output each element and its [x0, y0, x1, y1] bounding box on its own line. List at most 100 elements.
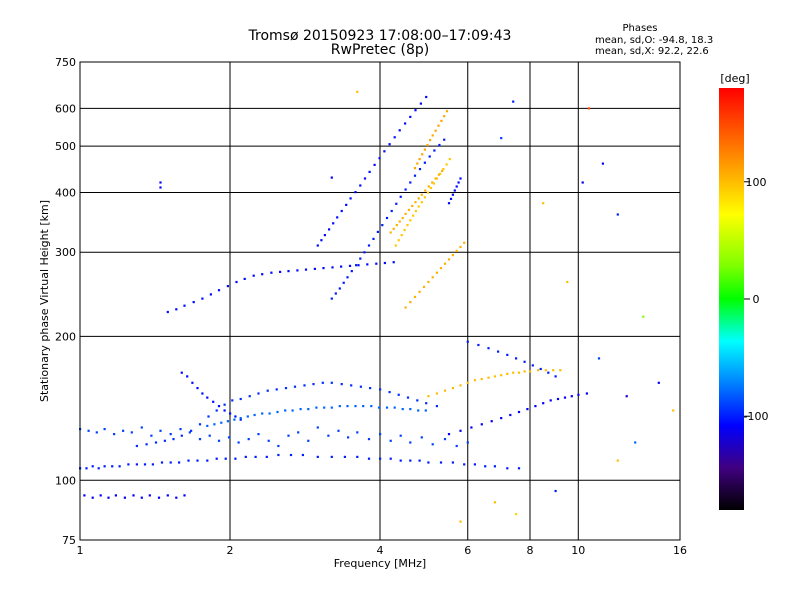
data-point: [531, 364, 534, 367]
data-point: [587, 107, 590, 110]
data-point: [367, 438, 371, 441]
data-point: [397, 393, 400, 396]
data-point: [223, 409, 226, 412]
data-point: [132, 494, 135, 497]
data-point: [523, 360, 526, 363]
data-point: [166, 310, 169, 314]
data-point: [330, 176, 333, 179]
data-point: [289, 453, 293, 457]
data-point: [375, 262, 378, 265]
data-point: [190, 429, 193, 432]
data-point: [429, 186, 433, 190]
data-point: [363, 177, 367, 180]
y-tick-label: 500: [55, 140, 76, 153]
data-point: [500, 417, 503, 420]
data-point: [493, 501, 496, 504]
data-point: [87, 429, 90, 432]
data-point: [175, 496, 178, 499]
chart-title: Tromsø 20150923 17:08:00–17:09:43: [248, 28, 512, 44]
x-axis-label: Frequency [MHz]: [334, 557, 426, 570]
data-point: [409, 459, 412, 462]
data-point: [239, 397, 242, 401]
data-point: [331, 266, 334, 269]
grid: [79, 61, 681, 541]
data-point: [234, 457, 237, 460]
data-point: [215, 457, 218, 460]
data-point: [459, 245, 462, 248]
data-point: [316, 426, 319, 429]
data-point: [159, 429, 162, 432]
data-point: [616, 459, 619, 462]
data-point: [334, 292, 337, 295]
data-point: [554, 489, 557, 493]
data-point: [103, 428, 106, 431]
data-point: [235, 280, 238, 284]
data-point: [388, 143, 391, 146]
data-point: [206, 459, 209, 462]
data-point: [433, 149, 436, 152]
data-point: [166, 494, 169, 497]
data-point: [441, 169, 444, 172]
data-point: [196, 459, 199, 462]
data-point: [206, 396, 209, 399]
data-point: [198, 438, 202, 441]
data-point: [432, 182, 435, 185]
data-point: [363, 251, 366, 254]
data-point: [422, 285, 426, 288]
data-point: [345, 203, 348, 206]
data-point: [206, 424, 209, 427]
plot-frame: [79, 61, 681, 541]
data-point: [392, 227, 395, 230]
data-point: [356, 431, 359, 434]
data-point: [431, 276, 434, 279]
data-point: [379, 457, 382, 460]
x-tick-label: 8: [527, 544, 534, 557]
colorbar-ticks: 100 0 -100: [744, 176, 769, 423]
data-point: [157, 496, 161, 499]
data-point: [196, 387, 199, 390]
data-point: [443, 138, 446, 141]
data-point: [429, 139, 432, 142]
data-point: [83, 494, 86, 497]
data-point: [209, 293, 212, 296]
data-point: [107, 496, 110, 499]
data-point: [159, 186, 162, 189]
colorbar: [deg] 100 0 -100: [719, 72, 768, 510]
data-point: [484, 465, 487, 468]
data-point: [512, 371, 515, 374]
data-point: [323, 234, 326, 237]
data-point: [451, 387, 454, 390]
data-point: [159, 181, 162, 184]
colorbar-tick-label: -100: [744, 410, 769, 423]
data-point: [657, 381, 660, 384]
data-point: [291, 409, 294, 412]
data-point: [370, 405, 373, 408]
data-point: [163, 439, 166, 442]
data-point: [459, 520, 462, 523]
data-point: [287, 270, 290, 273]
data-point: [208, 434, 211, 437]
data-point: [480, 423, 483, 426]
data-point: [188, 431, 191, 434]
data-point: [420, 436, 423, 439]
data-point: [328, 228, 331, 231]
data-point: [224, 457, 227, 460]
data-point: [534, 405, 537, 408]
data-point: [395, 202, 398, 205]
data-point: [457, 181, 460, 184]
data-point: [393, 406, 396, 409]
y-tick-label: 100: [55, 474, 76, 487]
data-point: [266, 389, 269, 392]
data-point: [493, 465, 496, 468]
data-point: [440, 119, 443, 122]
data-point: [420, 193, 423, 196]
data-point: [347, 436, 350, 439]
data-point: [451, 461, 454, 464]
data-point: [453, 189, 456, 192]
data-point: [284, 409, 287, 412]
data-point: [297, 431, 300, 434]
data-point: [487, 376, 490, 379]
data-point: [320, 239, 323, 242]
data-point: [418, 168, 422, 171]
colorbar-gradient: [719, 88, 744, 510]
